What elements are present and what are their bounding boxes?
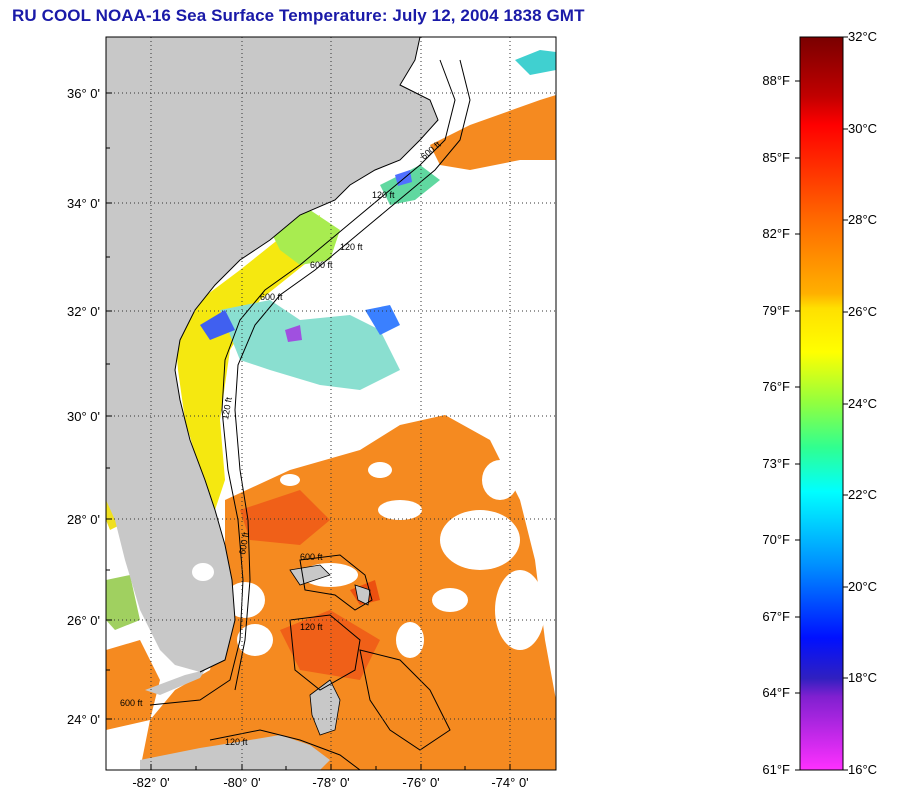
contour-label: 600 ft	[300, 552, 323, 562]
florida-keys	[145, 670, 205, 695]
contour-label: 600 ft	[260, 292, 283, 302]
colorbar-celsius-label: 28°C	[848, 212, 878, 227]
contour-label: 120 ft	[225, 737, 248, 747]
colorbar-fahrenheit-label: 85°F	[762, 150, 790, 165]
contour-label: 120 ft	[340, 242, 363, 252]
sst-cool-band	[380, 165, 440, 205]
sst-cool-band	[220, 300, 400, 390]
latitude-labels: 36° 0' 34° 0' 32° 0' 30° 0' 28° 0' 26° 0…	[67, 86, 100, 727]
colorbar-fahrenheit-label: 61°F	[762, 762, 790, 777]
colorbar-celsius-label: 24°C	[848, 396, 878, 411]
sst-gulf-west	[106, 640, 160, 730]
contour-label: 600 ft	[310, 260, 333, 270]
sst-north-patch	[515, 50, 556, 75]
contour-label: 120 ft	[300, 622, 323, 632]
graticule	[106, 37, 556, 770]
bahamas-island	[354, 584, 371, 606]
sst-cold-patch	[200, 310, 235, 340]
lon-label: -78° 0'	[312, 775, 349, 790]
axis-ticks	[106, 92, 511, 770]
longitude-labels: -82° 0' -80° 0' -78° 0' -76° 0' -74° 0'	[132, 775, 528, 790]
colorbar-celsius-label: 26°C	[848, 304, 878, 319]
sst-hot-patch	[240, 490, 330, 545]
lon-label: -76° 0'	[402, 775, 439, 790]
colorbar-fahrenheit-label: 64°F	[762, 685, 790, 700]
contour-label: 120 ft	[220, 396, 234, 420]
lat-label: 30° 0'	[67, 409, 100, 424]
colorbar-fahrenheit-label: 70°F	[762, 532, 790, 547]
land-us-coast	[106, 37, 438, 672]
colorbar-celsius-label: 20°C	[848, 579, 878, 594]
lat-label: 28° 0'	[67, 512, 100, 527]
contour-label: 600 ft	[237, 531, 251, 555]
contour-label: 600 ft	[120, 698, 143, 708]
lon-label: -74° 0'	[491, 775, 528, 790]
colorbar-fahrenheit-label: 88°F	[762, 73, 790, 88]
bathymetry-contours	[149, 37, 471, 770]
sst-cold-patch	[285, 325, 302, 342]
bahamas-island	[289, 564, 331, 586]
lon-label: -80° 0'	[223, 775, 260, 790]
colorbar-fahrenheit-label: 67°F	[762, 609, 790, 624]
bahamas-island	[309, 679, 341, 736]
map-title: RU COOL NOAA-16 Sea Surface Temperature:…	[12, 6, 585, 25]
colorbar-fahrenheit-label: 76°F	[762, 379, 790, 394]
colorbar-celsius-label: 30°C	[848, 121, 878, 136]
sst-hot-patch	[280, 610, 380, 680]
lat-label: 36° 0'	[67, 86, 100, 101]
colorbar-celsius-label: 16°C	[848, 762, 878, 777]
lake-okeechobee	[192, 563, 214, 581]
land-cuba	[140, 735, 330, 770]
colorbar	[799, 36, 844, 771]
sst-warm-region	[140, 415, 556, 770]
lat-label: 24° 0'	[67, 712, 100, 727]
colorbar-fahrenheit-label: 73°F	[762, 456, 790, 471]
colorbar-celsius-label: 22°C	[848, 487, 878, 502]
colorbar-fahrenheit-label: 82°F	[762, 226, 790, 241]
colorbar-fahrenheit-label: 79°F	[762, 303, 790, 318]
lat-label: 32° 0'	[67, 304, 100, 319]
colorbar-celsius-label: 32°C	[848, 29, 878, 44]
sst-cold-patch	[365, 305, 400, 335]
lon-label: -82° 0'	[132, 775, 169, 790]
sst-gulfstream-north	[430, 95, 556, 170]
sst-coastal-yellow	[175, 215, 320, 510]
lat-label: 26° 0'	[67, 613, 100, 628]
sst-gulf-west	[106, 575, 140, 630]
cloud-gaps	[225, 460, 545, 658]
colorbar-ticks	[795, 36, 848, 771]
colorbar-celsius-label: 18°C	[848, 670, 878, 685]
lat-label: 34° 0'	[67, 196, 100, 211]
contour-label: 120 ft	[372, 190, 395, 200]
